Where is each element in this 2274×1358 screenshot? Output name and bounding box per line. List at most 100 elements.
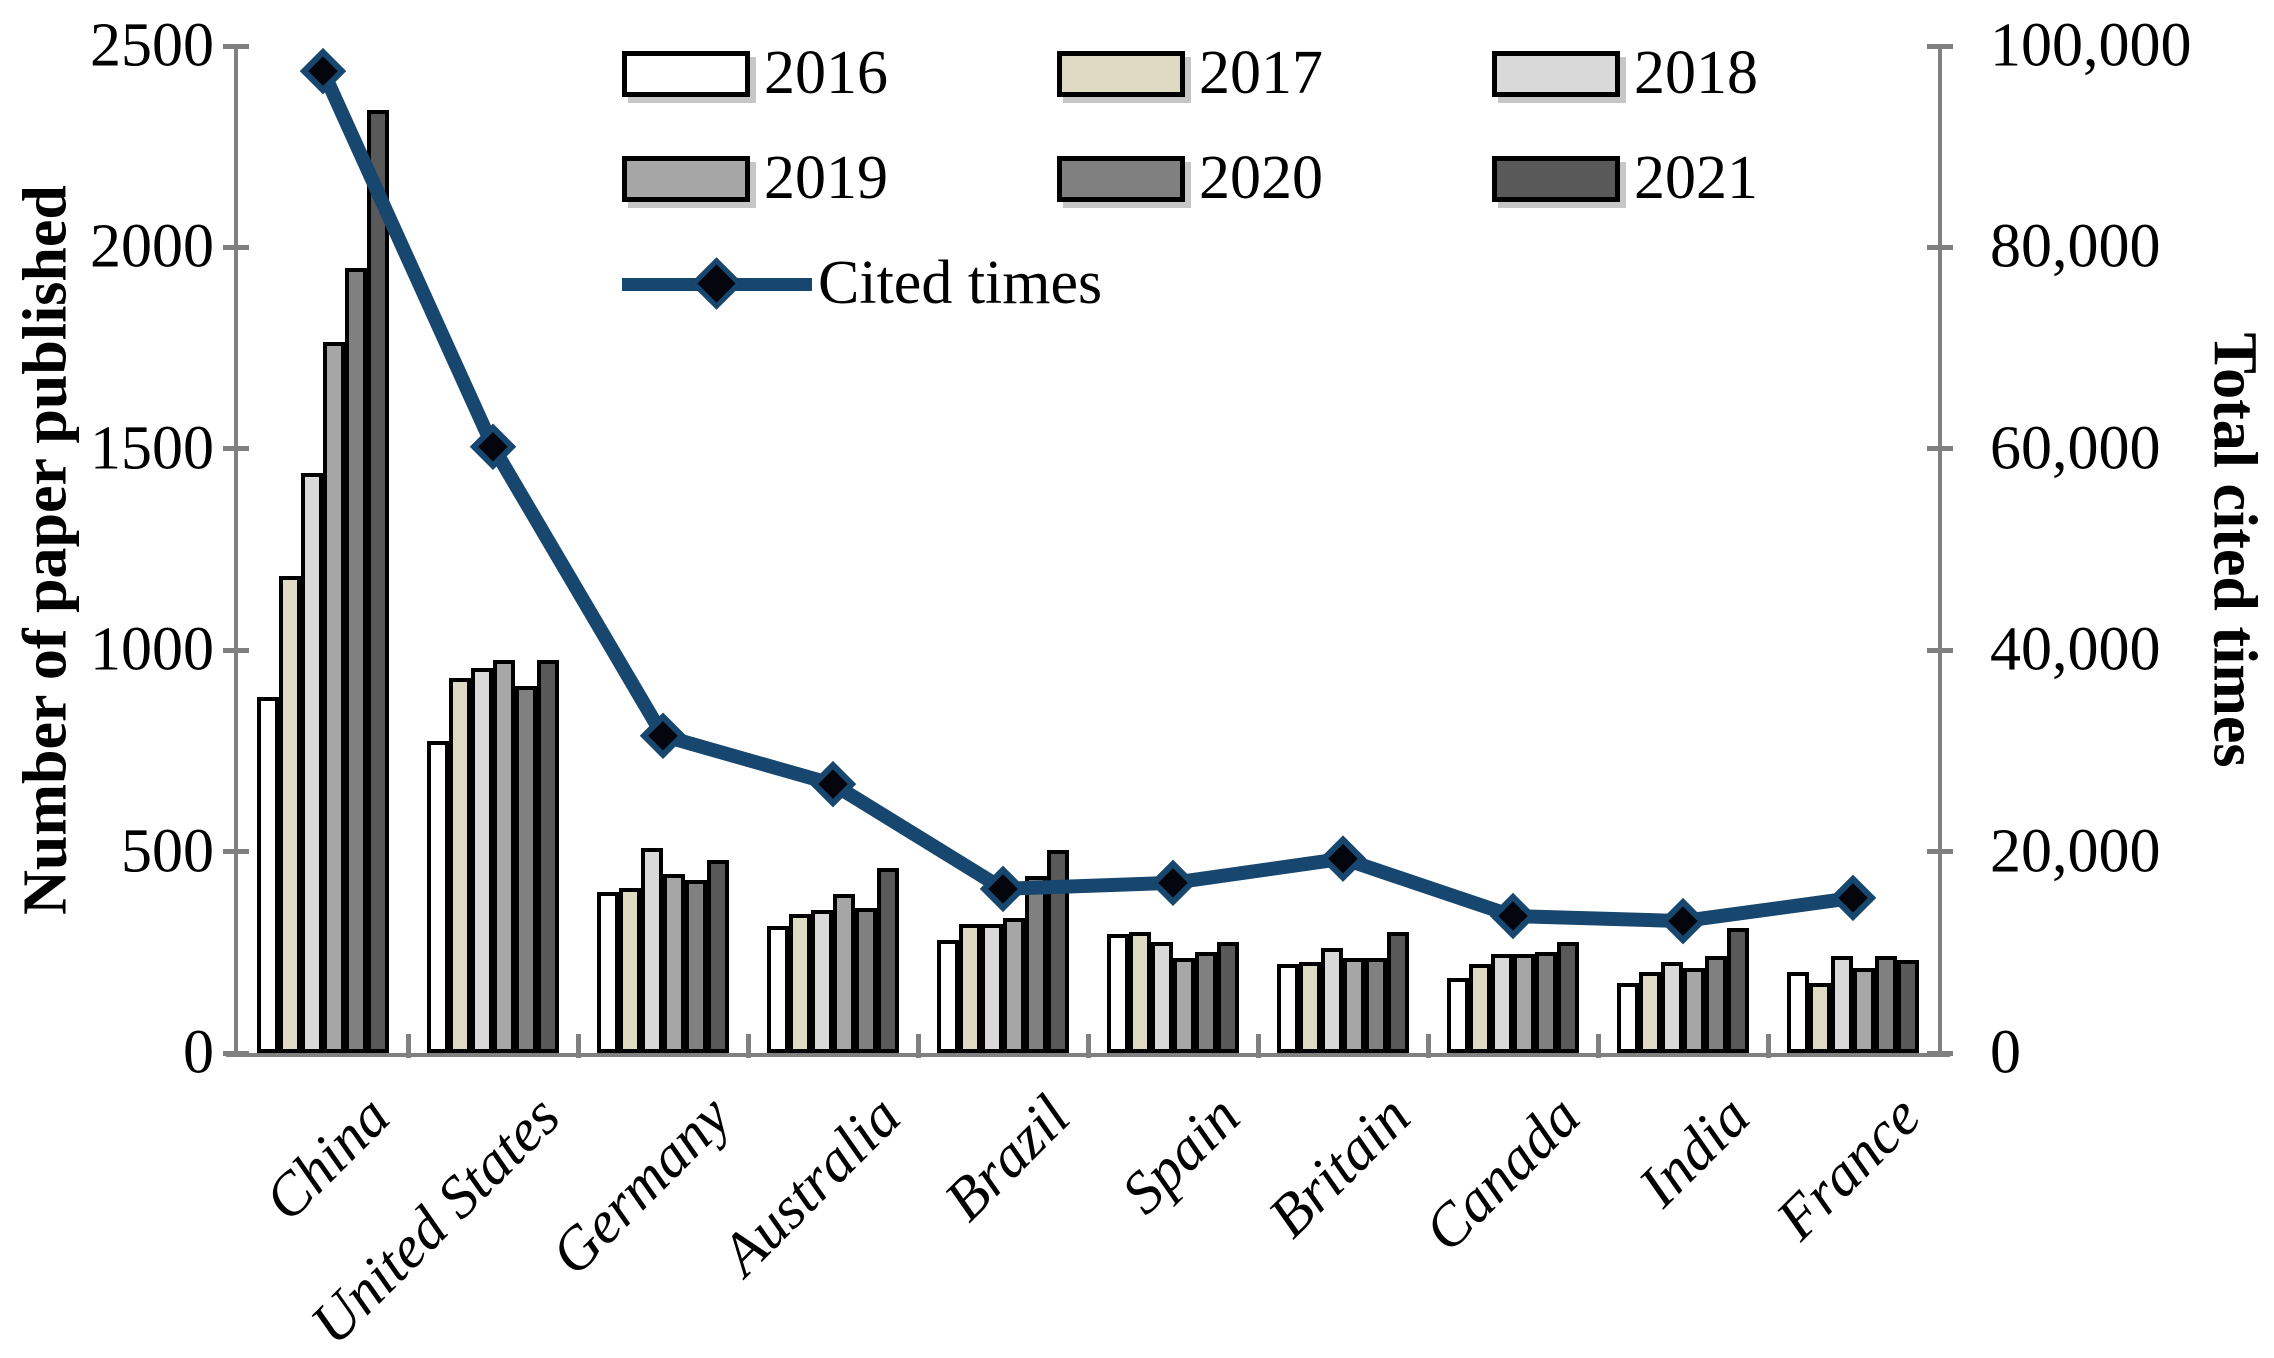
bar-2021 xyxy=(537,660,559,1053)
legend-item-2020[interactable]: 2020 xyxy=(1057,143,1323,214)
legend: 2016 2017 2018 2019 2020 2021 Cited times xyxy=(0,0,2274,360)
right-y-axis-line xyxy=(1938,46,1942,1057)
legend-swatch-2016 xyxy=(622,50,750,97)
bar-group-united-states xyxy=(408,46,578,1053)
bar-2021 xyxy=(877,867,899,1053)
cited-times-marker-france xyxy=(1829,874,1877,922)
right-axis-title: Total cited times xyxy=(2200,332,2269,768)
right-axis-tick xyxy=(1927,849,1953,855)
bar-2019 xyxy=(833,893,855,1053)
category-label-france: France xyxy=(1763,1082,1933,1252)
x-axis-boundary-tick xyxy=(1255,1034,1261,1058)
x-axis-boundary-tick xyxy=(1765,1034,1771,1058)
cited-times-line-sample xyxy=(622,256,812,310)
left-axis-tick xyxy=(223,1050,249,1056)
bar-2016 xyxy=(1277,964,1299,1053)
bar-2021 xyxy=(1217,942,1239,1053)
bar-2018 xyxy=(1321,948,1343,1053)
bar-group-china xyxy=(238,46,408,1053)
bar-2019 xyxy=(493,660,515,1053)
bar-2020 xyxy=(1365,958,1387,1053)
left-axis-tick xyxy=(223,446,249,452)
left-axis-tick-label: 0 xyxy=(183,1018,214,1087)
right-axis-tick-label: 80,000 xyxy=(1990,212,2161,281)
category-label-canada: Canada xyxy=(1411,1082,1593,1264)
cited-times-line xyxy=(316,68,1854,929)
left-axis-tick xyxy=(223,849,249,855)
bar-2019 xyxy=(1003,918,1025,1053)
cited-times-line-sample-marker xyxy=(690,256,743,310)
legend-swatch-2021 xyxy=(1492,155,1620,202)
legend-swatch-2018 xyxy=(1492,50,1620,97)
bar-group-britain xyxy=(1258,46,1428,1053)
bar-2020 xyxy=(345,267,367,1053)
x-axis-boundary-tick xyxy=(745,1034,751,1058)
bar-2018 xyxy=(471,668,493,1053)
bar-2020 xyxy=(1535,952,1557,1053)
cited-times-marker-germany xyxy=(639,712,687,760)
bar-2019 xyxy=(1853,968,1875,1053)
bar-2021 xyxy=(1727,928,1749,1053)
bar-2021 xyxy=(707,859,729,1053)
bar-group-france xyxy=(1768,46,1938,1053)
legend-label-2016: 2016 xyxy=(764,39,888,107)
bar-2020 xyxy=(685,879,707,1053)
bar-group-spain xyxy=(1088,46,1258,1053)
bar-2017 xyxy=(1469,964,1491,1053)
legend-item-2016[interactable]: 2016 xyxy=(622,38,888,109)
legend-item-cited-times[interactable]: Cited times xyxy=(622,248,1102,319)
right-axis-tick-label: 60,000 xyxy=(1990,414,2161,483)
bar-2018 xyxy=(1151,942,1173,1053)
bar-2021 xyxy=(367,110,389,1053)
legend-label-2017: 2017 xyxy=(1199,39,1323,107)
bar-2019 xyxy=(1343,958,1365,1053)
bar-2019 xyxy=(1173,958,1195,1053)
bar-2018 xyxy=(1831,956,1853,1053)
bar-2017 xyxy=(449,678,471,1053)
right-axis-tick-label: 100,000 xyxy=(1990,11,2192,80)
left-axis-tick-label: 500 xyxy=(121,817,214,886)
bar-2017 xyxy=(959,924,981,1053)
legend-item-2019[interactable]: 2019 xyxy=(622,143,888,214)
category-label-brazil: Brazil xyxy=(931,1082,1083,1234)
legend-label-2018: 2018 xyxy=(1634,39,1758,107)
cited-times-marker-china xyxy=(299,47,347,95)
left-axis-tick xyxy=(223,43,249,49)
bar-group-australia xyxy=(748,46,918,1053)
legend-swatch-2020 xyxy=(1057,155,1185,202)
cited-times-marker-united-states xyxy=(469,423,517,471)
bar-2017 xyxy=(1639,972,1661,1053)
x-axis-boundary-tick xyxy=(1085,1034,1091,1058)
category-label-britain: Britain xyxy=(1255,1082,1423,1250)
cited-times-line-layer xyxy=(299,47,1877,945)
bar-2018 xyxy=(641,847,663,1053)
left-axis-tick-label: 2500 xyxy=(90,11,214,80)
bar-2016 xyxy=(597,891,619,1053)
cited-times-marker-britain xyxy=(1319,835,1367,882)
bar-2018 xyxy=(301,472,323,1053)
bar-2017 xyxy=(789,914,811,1053)
x-axis-boundary-tick xyxy=(1595,1034,1601,1058)
bar-2020 xyxy=(1875,956,1897,1053)
bar-2016 xyxy=(427,740,449,1053)
bar-2019 xyxy=(323,342,345,1053)
left-axis-tick xyxy=(223,244,249,250)
bar-2021 xyxy=(1047,849,1069,1053)
x-axis-boundary-tick xyxy=(1425,1034,1431,1058)
bar-2016 xyxy=(1787,972,1809,1053)
bar-2020 xyxy=(1705,956,1727,1053)
bar-group-canada xyxy=(1428,46,1598,1053)
category-label-china: China xyxy=(251,1082,403,1234)
left-axis-tick-label: 2000 xyxy=(90,212,214,281)
bar-2018 xyxy=(1661,962,1683,1053)
legend-item-2021[interactable]: 2021 xyxy=(1492,143,1758,214)
category-label-spain: Spain xyxy=(1109,1082,1253,1227)
legend-item-2018[interactable]: 2018 xyxy=(1492,38,1758,109)
legend-item-2017[interactable]: 2017 xyxy=(1057,38,1323,109)
cited-times-marker-canada xyxy=(1489,892,1537,940)
category-label-australia: Australia xyxy=(707,1082,913,1288)
bar-2018 xyxy=(1491,954,1513,1053)
cited-times-marker-brazil xyxy=(979,865,1027,913)
category-label-india: India xyxy=(1626,1082,1763,1219)
